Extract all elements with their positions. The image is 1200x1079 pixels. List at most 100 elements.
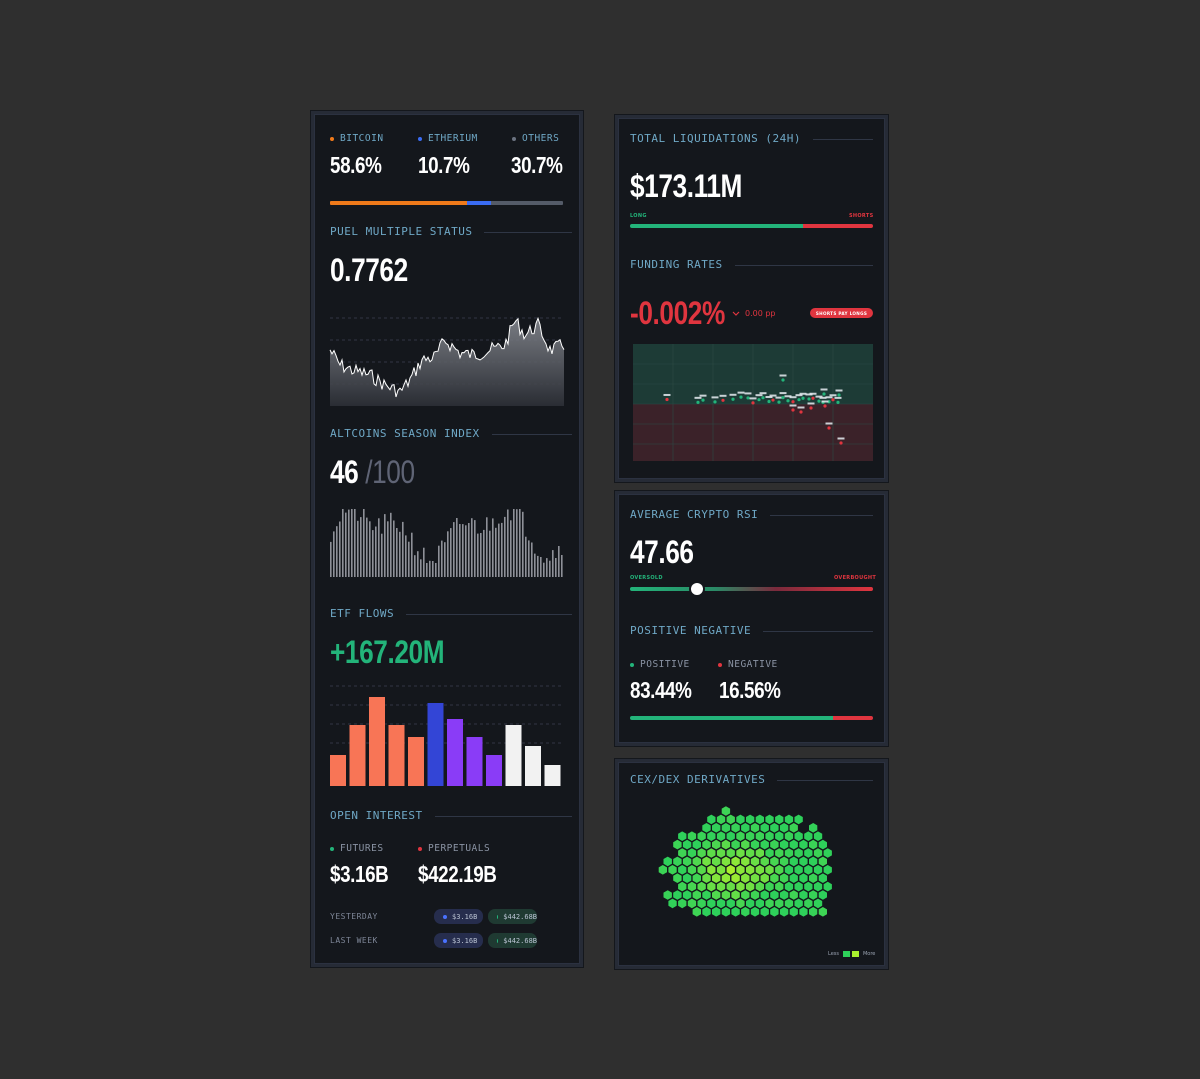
heatmap-hex [755, 814, 764, 825]
heatmap-hex [702, 873, 711, 883]
heatmap-hex [721, 890, 731, 900]
heatmap-hex [712, 823, 721, 833]
altcoin-bar [360, 517, 362, 577]
etf-bar [505, 725, 522, 786]
etf-bar [349, 725, 366, 786]
dominance-bar-ethereum [466, 201, 492, 205]
funding-point-label [805, 393, 813, 396]
funding-point [731, 397, 735, 401]
altcoin-bar [369, 521, 371, 577]
altcoin-bar [459, 524, 461, 577]
heatmap-hex [682, 873, 692, 883]
dominance-bar [330, 201, 563, 205]
altcoin-bar [393, 520, 395, 577]
altcoin-bar [477, 533, 479, 577]
perpetuals-dot [418, 846, 422, 851]
heatmap-hex [687, 865, 697, 875]
etf-bar [427, 703, 444, 786]
heatmap-hex [682, 839, 692, 850]
heatmap-hex [726, 831, 735, 841]
positive-dot [630, 662, 634, 667]
altcoin-bar [447, 531, 449, 577]
altcoin-bar [444, 542, 446, 577]
heatmap-hex [692, 907, 701, 917]
funding-point-label [807, 402, 815, 405]
funding-point [822, 392, 826, 396]
heatmap-hex [823, 881, 832, 892]
funding-point [696, 400, 700, 404]
heatmap-hex [707, 814, 716, 825]
heatmap-hex [678, 865, 687, 875]
funding-point-label [765, 396, 773, 399]
legend-less-label: Less [828, 951, 839, 957]
heatmap-hex [726, 881, 735, 892]
heatmap-hex [712, 907, 721, 917]
heatmap-hex [687, 831, 697, 841]
puel-title: PUEL MULTIPLE STATUS [330, 225, 572, 238]
altcoin-bar [540, 557, 542, 577]
heatmap-hex [702, 823, 711, 833]
rsi-value: 47.66 [630, 534, 694, 570]
last-week-label: LAST WEEK [330, 936, 378, 945]
funding-point-label [769, 394, 777, 397]
funding-point-label [825, 396, 833, 399]
etf-bar [544, 765, 561, 786]
shorts-label: SHORTS [849, 213, 874, 219]
heatmap-hex [678, 848, 687, 858]
heatmap-hex [809, 873, 818, 883]
funding-scatter-chart [633, 344, 873, 461]
etf-bar [388, 725, 405, 786]
altcoin-bar [510, 520, 512, 577]
altcoin-bar [462, 524, 464, 577]
heatmap-hex [678, 881, 687, 892]
heatmap-hex [721, 907, 731, 917]
chip-dot [443, 938, 447, 943]
altcoin-bar [342, 509, 344, 577]
heatmap-hex [736, 881, 745, 892]
heatmap-hex [765, 848, 774, 858]
heatmap-hex [663, 890, 672, 900]
heatmap-hex [784, 831, 794, 841]
rsi-gauge-track [630, 587, 873, 591]
ethereum-label: ETHERIUM [428, 133, 478, 144]
liquidations-bar [630, 224, 873, 228]
heatmap-hex [697, 848, 706, 858]
funding-point [817, 399, 821, 403]
heatmap-hex [770, 839, 779, 850]
heatmap-hex [799, 907, 808, 917]
altcoin-bar [531, 542, 533, 577]
futures-legend: FUTURES [330, 843, 384, 854]
altcoin-bar [372, 530, 374, 577]
heatmap-hex [799, 890, 808, 900]
heatmap-hex [755, 848, 764, 858]
etf-flows-bar-chart [330, 685, 564, 786]
bitcoin-label: BITCOIN [340, 133, 384, 144]
heatmap-hex [673, 856, 682, 867]
heatmap-hex [673, 839, 682, 850]
heatmap-hex [789, 907, 798, 917]
heatmap-hex [750, 890, 760, 900]
negative-dot [718, 662, 722, 667]
funding-point-label [744, 392, 752, 395]
heatmap-hex [750, 856, 760, 867]
heatmap-hex [794, 898, 803, 909]
altcoin-bar [348, 509, 350, 577]
heatmap-hex [673, 873, 682, 883]
heatmap-hex [770, 873, 779, 883]
long-label: LONG [630, 213, 647, 219]
heatmap-hex [818, 890, 827, 900]
heatmap-hex [750, 907, 760, 917]
heatmap-hex [721, 873, 731, 883]
heatmap-hex [804, 865, 813, 875]
heatmap-hex [702, 890, 711, 900]
heatmap-hex [716, 814, 726, 825]
heatmap-hex [731, 823, 740, 833]
heatmap-hex [682, 890, 692, 900]
heatmap-hex [716, 848, 726, 858]
altcoin-bar [399, 531, 401, 577]
funding-point-label [797, 406, 805, 409]
funding-point-label [779, 374, 787, 377]
heatmap-hex [789, 890, 798, 900]
positive-legend: POSITIVE [630, 659, 690, 670]
heatmap-hex [755, 881, 764, 892]
